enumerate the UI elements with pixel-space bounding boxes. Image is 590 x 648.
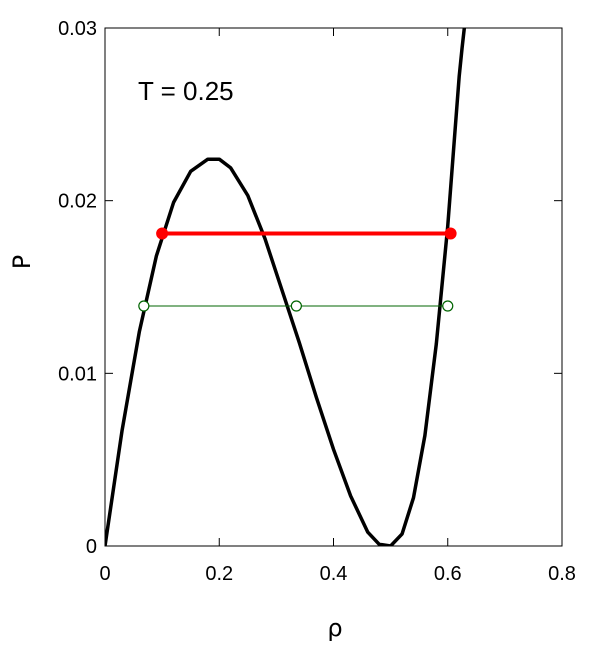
tick-labels: 0 0.2 0.4 0.6 0.8 0 0.01 0.02 0.03 <box>58 18 576 585</box>
spinodal-point <box>442 300 454 312</box>
y-tick-label: 0.02 <box>58 191 97 213</box>
coexistence-point <box>444 227 457 240</box>
spinodal-point <box>138 300 150 312</box>
x-tick-label: 0.6 <box>434 563 462 585</box>
x-tick-label: 0.8 <box>548 563 576 585</box>
x-tick-label: 0.2 <box>205 563 233 585</box>
markers-group <box>138 227 457 312</box>
y-tick-label: 0.03 <box>58 18 97 40</box>
coexistence-point <box>156 227 169 240</box>
plot-frame <box>104 27 563 547</box>
isotherm-curve <box>105 28 467 546</box>
spinodal-point <box>290 300 302 312</box>
y-tick-label: 0 <box>86 536 97 558</box>
x-tick-label: 0 <box>99 563 110 585</box>
annotation-temperature: T = 0.25 <box>138 76 234 106</box>
y-tick-label: 0.01 <box>58 363 97 385</box>
x-axis-label: ρ <box>327 614 342 642</box>
x-tick-label: 0.4 <box>320 563 348 585</box>
y-axis-label: P <box>8 255 36 269</box>
